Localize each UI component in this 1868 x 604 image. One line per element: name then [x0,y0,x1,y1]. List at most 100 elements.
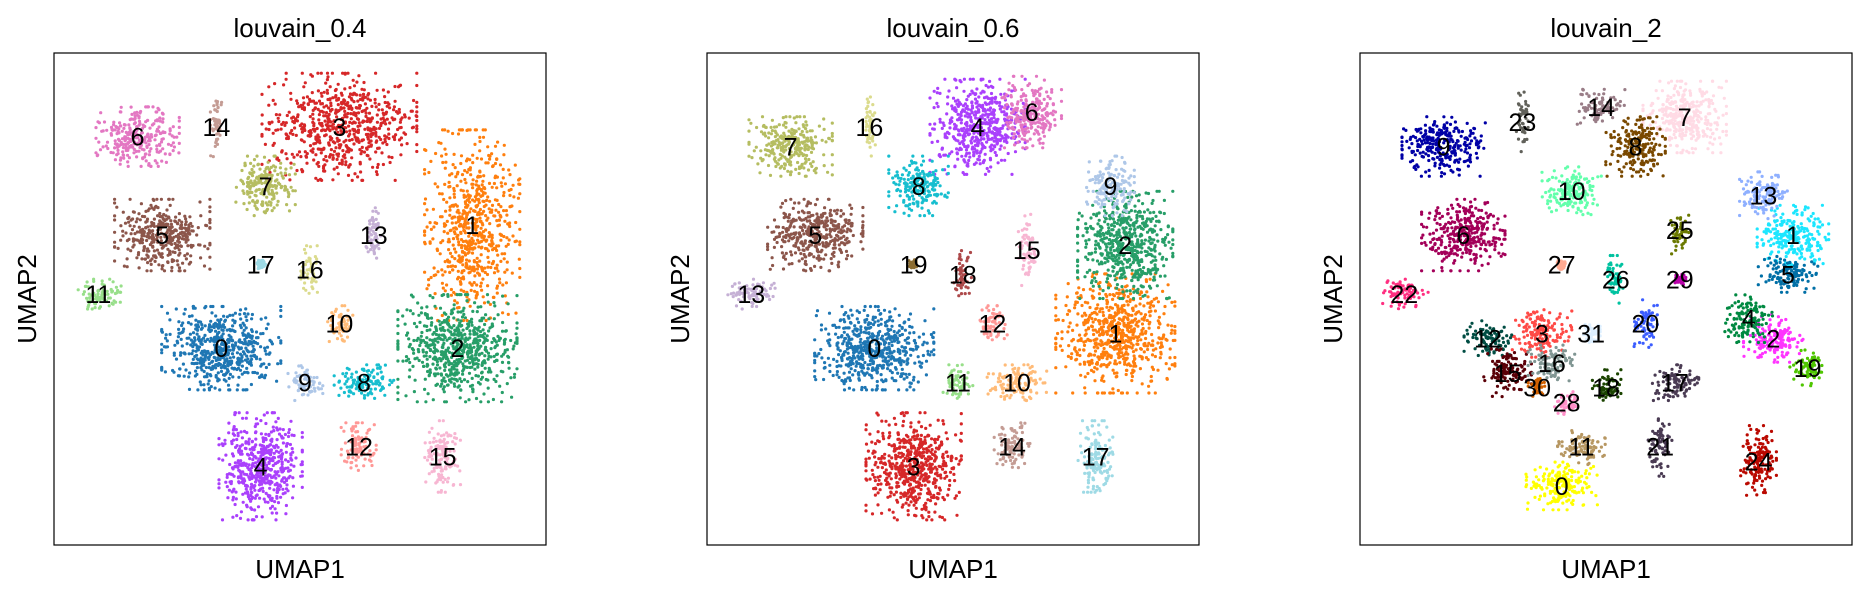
data-point [162,269,167,273]
data-point [321,128,325,132]
data-point [425,336,429,340]
data-point [500,390,504,395]
data-point [184,220,188,224]
data-point [507,188,511,192]
data-point [128,224,132,228]
data-point [436,490,440,494]
data-point [160,348,164,352]
data-point [393,178,397,182]
data-point [269,448,273,452]
data-point [236,357,240,361]
data-point [224,480,228,484]
data-point [264,127,268,131]
data-point [241,189,245,193]
data-point [242,202,246,206]
data-point [262,497,266,501]
data-point [492,301,496,305]
data-point [475,189,479,193]
data-point [375,256,379,260]
data-point [505,213,509,217]
data-point [499,181,503,185]
data-point [145,269,149,273]
data-point [354,130,358,134]
data-point [321,391,325,396]
data-point [200,326,204,330]
data-point [244,440,248,444]
data-point [137,266,141,270]
data-point [814,378,818,382]
data-point [373,396,377,400]
data-point [176,341,180,345]
data-point [219,366,223,370]
data-point [505,268,509,272]
data-point [474,332,478,336]
data-point [504,281,508,285]
data-point [191,229,195,233]
data-point [459,154,464,158]
data-point [260,113,264,117]
data-point [277,455,281,459]
data-point [233,329,237,334]
data-point [217,336,221,340]
data-point [172,370,176,374]
data-point [245,184,250,188]
data-point [322,164,326,168]
data-point [329,101,333,105]
data-point [448,208,452,212]
data-point [411,295,415,299]
data-point [287,209,292,213]
data-point [300,485,304,489]
data-point [235,351,239,355]
data-point [439,337,443,341]
data-point [233,464,237,469]
data-point [290,152,294,156]
data-point [495,291,499,295]
data-point [511,183,515,187]
data-point [392,108,396,112]
data-point [202,383,206,387]
data-point [479,400,483,404]
data-point [238,323,242,327]
data-point [439,434,443,438]
data-point [467,398,471,402]
data-point [396,324,400,328]
data-point [252,164,256,168]
data-point [160,327,164,332]
data-point [481,199,485,203]
data-point [403,113,407,117]
data-point [473,142,477,146]
data-point [245,154,250,158]
data-point [328,155,332,159]
data-point [112,120,116,124]
data-point [479,284,483,288]
data-point [270,209,274,213]
data-point [249,506,253,510]
data-point [398,120,402,124]
data-point [275,438,279,442]
data-point [441,357,445,361]
data-point [488,199,492,203]
data-point [219,369,224,373]
data-point [173,246,177,250]
data-point [164,333,168,337]
data-point [311,112,315,116]
data-point [902,346,907,350]
data-point [231,515,235,519]
data-point [164,336,168,340]
data-point [235,388,239,392]
data-point [456,233,460,237]
data-point [204,304,208,309]
data-point [130,228,135,232]
data-point [207,362,211,366]
data-point [113,139,117,143]
data-point [270,437,274,441]
data-point [274,518,278,522]
data-point [172,353,176,357]
data-point [344,160,348,164]
data-point [273,507,277,511]
data-point [161,130,166,135]
data-point [434,367,438,371]
data-point [325,78,329,82]
data-point [161,117,165,121]
data-point [258,357,262,361]
